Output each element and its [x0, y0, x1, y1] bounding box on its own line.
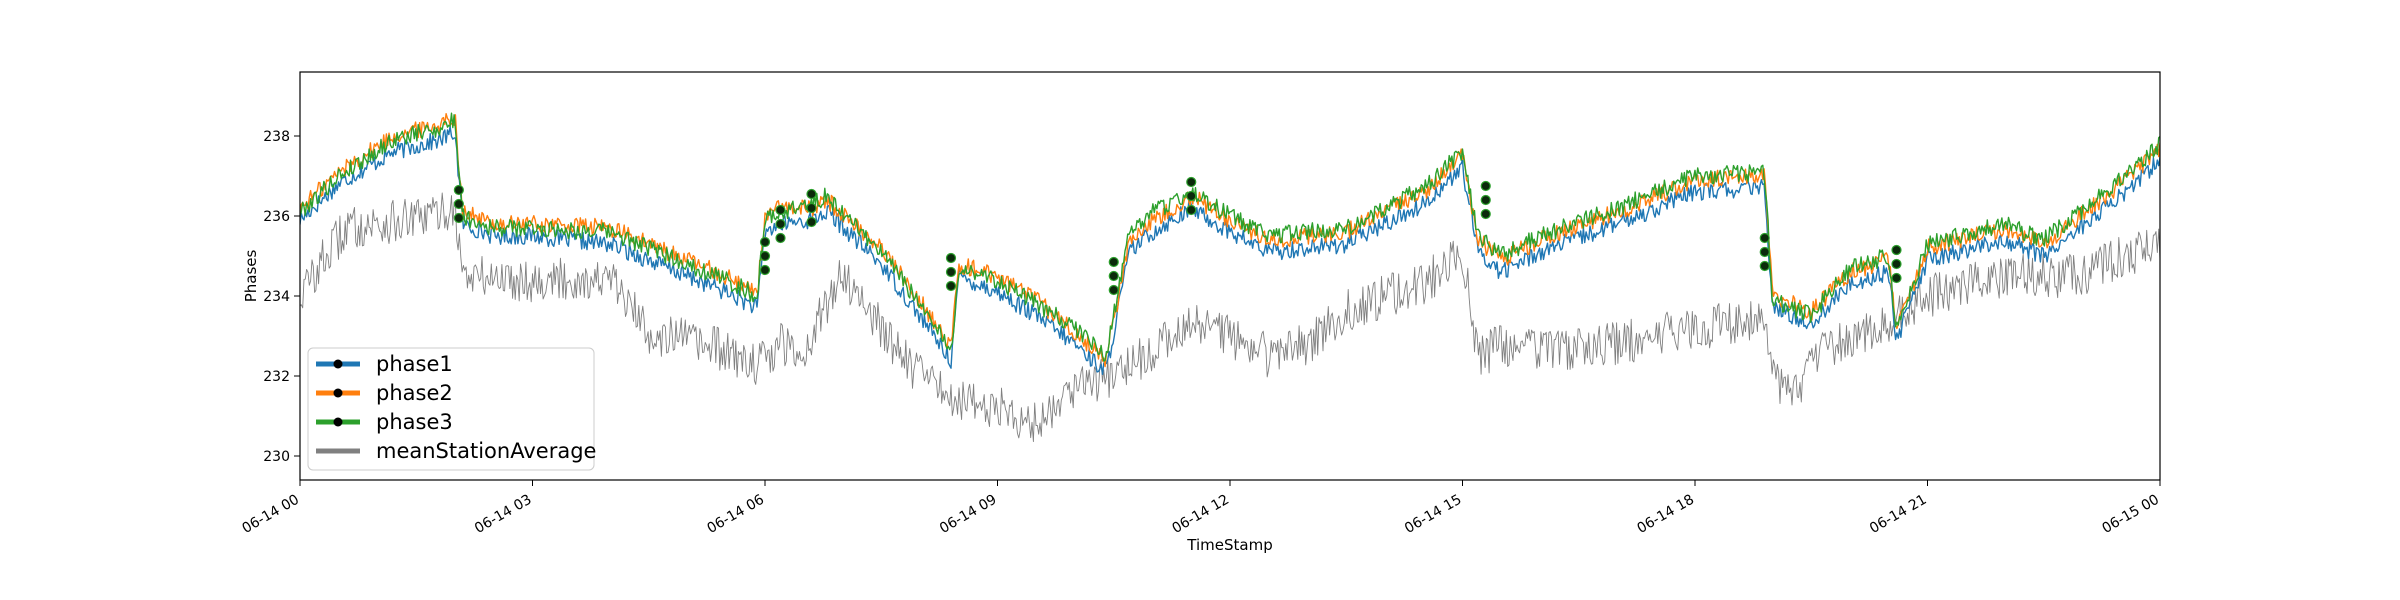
event-marker — [806, 216, 817, 228]
x-axis: 06-14 00 06-14 03 06-14 06 06-14 09 06-14 12… — [239, 480, 2162, 537]
legend-label-phase2: phase2 — [376, 381, 453, 405]
series-layer — [300, 112, 2160, 443]
event-marker — [806, 188, 817, 200]
series-line-phase2 — [300, 112, 2160, 368]
event-marker — [775, 218, 786, 230]
x-tick-label: 06-14 00 — [239, 492, 302, 537]
event-marker — [1108, 270, 1119, 282]
y-axis-title: Phases — [242, 250, 260, 303]
x-tick-label: 06-14 21 — [1867, 492, 1930, 537]
event-marker — [1759, 232, 1770, 244]
legend: phase1 phase2 phase3 meanStationAverage — [307, 347, 596, 471]
event-marker — [775, 232, 786, 244]
event-marker — [1891, 272, 1902, 284]
marker-layer — [453, 176, 1902, 296]
series-line-meanStationAverage — [300, 192, 2160, 443]
event-marker — [453, 212, 464, 224]
event-marker — [945, 252, 957, 264]
x-axis-title: TimeStamp — [1186, 536, 1272, 554]
event-marker — [945, 266, 957, 278]
event-marker — [759, 264, 771, 276]
event-marker — [1186, 204, 1197, 216]
event-marker — [1480, 180, 1491, 192]
legend-label-phase3: phase3 — [376, 410, 453, 434]
legend-label-phase1: phase1 — [376, 352, 453, 376]
event-marker — [1891, 244, 1902, 256]
legend-marker-phase1 — [333, 359, 343, 369]
series-line-phase1 — [300, 125, 2160, 375]
event-marker — [453, 198, 464, 210]
event-marker — [453, 184, 464, 196]
legend-label-meanStationAverage: meanStationAverage — [376, 439, 596, 463]
x-tick-label: 06-14 12 — [1169, 492, 1232, 537]
event-marker — [1108, 284, 1119, 296]
x-tick-label: 06-14 03 — [472, 492, 535, 537]
legend-box — [307, 347, 595, 471]
event-marker — [945, 280, 957, 292]
y-tick-label: 230 — [263, 449, 290, 465]
event-marker — [1480, 208, 1491, 220]
event-marker — [1759, 260, 1770, 272]
y-tick-label: 236 — [263, 209, 290, 225]
legend-marker-phase3 — [333, 417, 343, 427]
legend-marker-phase2 — [333, 388, 343, 398]
event-marker — [1480, 194, 1491, 206]
x-tick-label: 06-14 15 — [1402, 492, 1465, 537]
event-marker — [759, 236, 771, 248]
y-tick-label: 232 — [263, 369, 290, 385]
y-tick-label: 234 — [263, 289, 290, 305]
event-marker — [1186, 190, 1197, 202]
event-marker — [1891, 258, 1902, 270]
x-tick-label: 06-14 06 — [704, 492, 767, 537]
event-marker — [1186, 176, 1197, 188]
event-marker — [775, 204, 786, 216]
event-marker — [759, 250, 771, 262]
event-marker — [1108, 256, 1119, 268]
series-line-phase3 — [300, 112, 2160, 362]
x-tick-label: 06-14 09 — [937, 492, 1000, 537]
event-marker — [1759, 246, 1770, 258]
event-marker — [806, 202, 817, 214]
x-tick-label: 06-14 18 — [1634, 492, 1697, 537]
y-tick-label: 238 — [263, 129, 290, 145]
x-tick-label: 06-15 00 — [2099, 492, 2162, 537]
y-axis: 230 232 234 236 238 — [263, 129, 300, 465]
